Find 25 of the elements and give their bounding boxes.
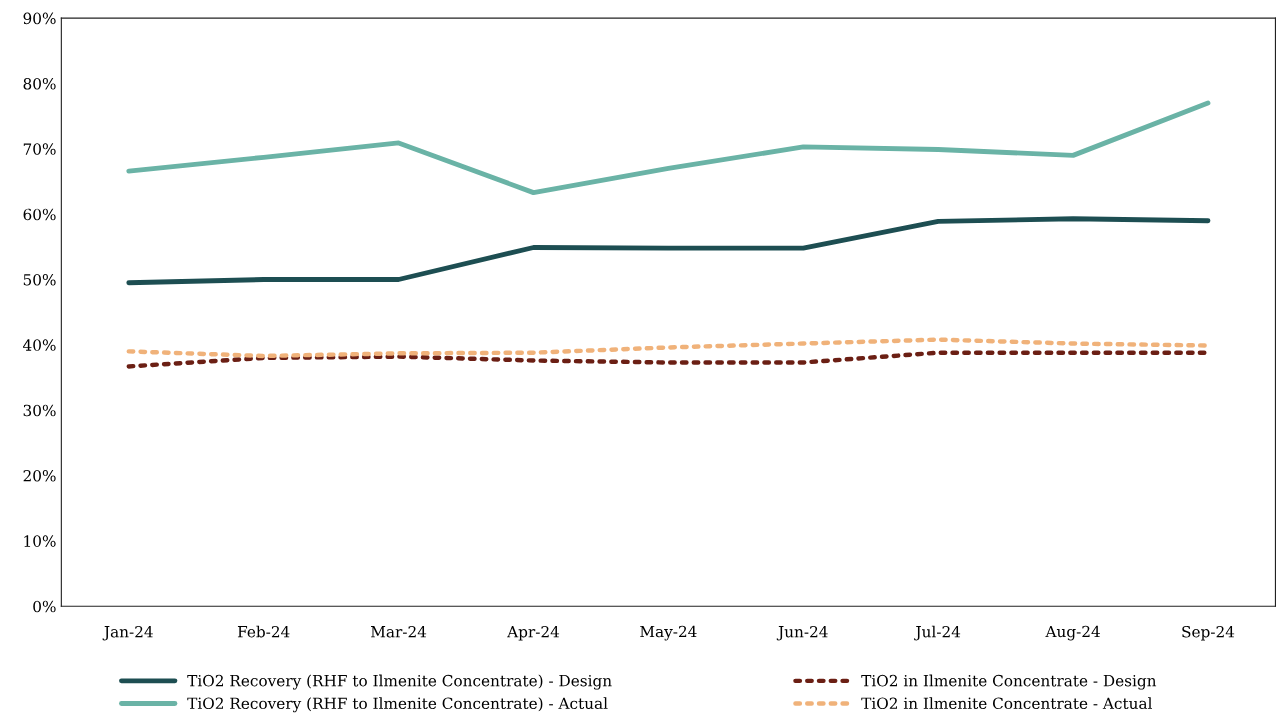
x-tick-label: May-24 <box>640 625 697 641</box>
y-tick-label: 90% <box>23 12 56 25</box>
x-tick-label: Feb-24 <box>237 625 290 638</box>
x-tick-label: Aug-24 <box>1045 625 1100 641</box>
y-tick-label: 10% <box>24 535 56 547</box>
legend-label: TiO2 in Ilmenite Concentrate - Actual <box>861 697 1152 710</box>
y-tick-label: 20% <box>23 470 56 482</box>
legend-label: TiO2 Recovery (RHF to Ilmenite Concentrate) - Actual <box>187 697 608 713</box>
y-tick-label: 0% <box>33 600 56 613</box>
legend-label: TiO2 in Ilmenite Concentrate - Design <box>861 674 1157 690</box>
y-tick-label: 50% <box>23 273 56 286</box>
y-tick-label: 40% <box>23 339 56 351</box>
x-tick-label: Jul-24 <box>914 625 961 641</box>
line-series <box>126 216 1211 286</box>
x-tick-label: Jun-24 <box>776 625 828 641</box>
line-series <box>126 100 1211 196</box>
y-tick-label: 30% <box>23 404 56 417</box>
y-tick-label: 70% <box>23 143 56 155</box>
x-tick-label: Sep-24 <box>1182 625 1235 641</box>
x-tick-label: Mar-24 <box>371 625 427 638</box>
x-tick-label: Apr-24 <box>507 625 560 641</box>
y-tick-label: 60% <box>23 208 56 221</box>
legend-label: TiO2 Recovery (RHF to Ilmenite Concentrate) - Design <box>187 674 612 690</box>
x-tick-label: Jan-24 <box>102 625 153 641</box>
y-tick-label: 80% <box>23 77 56 90</box>
